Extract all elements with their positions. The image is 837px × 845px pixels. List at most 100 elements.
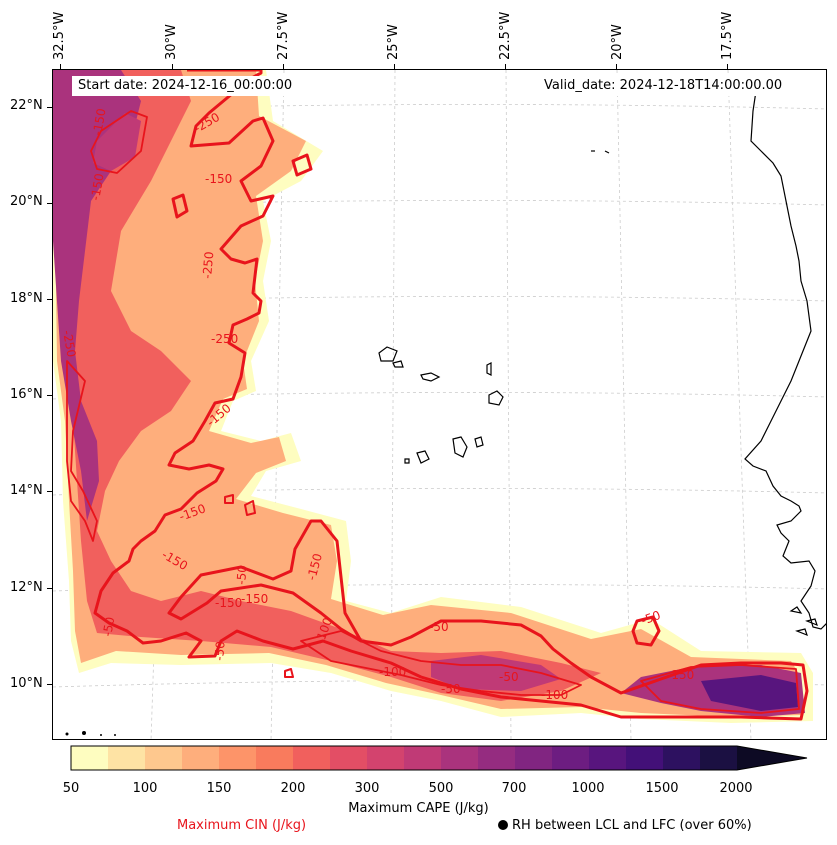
cape-layer-1500-east bbox=[701, 675, 798, 711]
cin-legend-label: Maximum CIN (J/kg) bbox=[177, 818, 307, 833]
lon-label-17-5w: 17.5°W bbox=[720, 11, 735, 60]
colorbar-segment bbox=[626, 746, 664, 770]
lat-label-18n: 18°N bbox=[10, 291, 43, 306]
island-sal bbox=[486, 362, 492, 376]
lat-label-22n: 22°N bbox=[10, 98, 43, 113]
colorbar-segment bbox=[71, 746, 109, 770]
cin-label-12: -50 bbox=[234, 565, 250, 586]
cin-label-23: -50 bbox=[639, 608, 662, 628]
colorbar-tick-2000: 2000 bbox=[719, 781, 753, 796]
colorbar-tick-100: 100 bbox=[132, 781, 158, 796]
tick-left-3 bbox=[47, 299, 52, 300]
cin-contour-inner-strip bbox=[300, 630, 582, 696]
tick-top-4 bbox=[394, 64, 395, 69]
tick-left-2 bbox=[47, 203, 52, 204]
cin-label-22: -150 bbox=[667, 668, 694, 682]
lat-label-20n: 20°N bbox=[10, 194, 43, 209]
colorbar-segment bbox=[256, 746, 294, 770]
cape-layer-700-mid bbox=[431, 655, 561, 691]
lat-label-12n: 12°N bbox=[10, 580, 43, 595]
gridline-lon-17-5w bbox=[727, 70, 752, 739]
cin-label-21: -50 bbox=[499, 670, 519, 684]
colorbar-tick-200: 200 bbox=[280, 781, 306, 796]
cape-spot-north bbox=[93, 113, 141, 171]
tick-top-3 bbox=[283, 64, 284, 69]
cape-colorbar-label: Maximum CAPE (J/kg) bbox=[348, 801, 489, 816]
cape-colorbar bbox=[70, 745, 808, 771]
islet-north-2 bbox=[604, 150, 610, 154]
colorbar-extend-arrow bbox=[737, 746, 807, 770]
cin-contour-island-4 bbox=[224, 494, 294, 678]
tick-left-1 bbox=[47, 107, 52, 108]
cin-contour-island-2 bbox=[171, 193, 189, 219]
map-frame: -150 -250 -150 -150 -250 -250 -250 -150 … bbox=[52, 69, 827, 740]
cin-label-14: -50 bbox=[212, 641, 228, 662]
cin-label-6: -250 bbox=[211, 332, 238, 346]
cin-label-3: -150 bbox=[205, 172, 232, 186]
colorbar-tick-700: 700 bbox=[501, 781, 527, 796]
colorbar-segment bbox=[515, 746, 553, 770]
cin-label-4: -150 bbox=[88, 172, 107, 201]
cape-layer-700 bbox=[53, 70, 141, 521]
colorbar-segment bbox=[441, 746, 479, 770]
tick-left-5 bbox=[47, 491, 52, 492]
tick-left-4 bbox=[47, 395, 52, 396]
rh-dot-3 bbox=[100, 734, 102, 736]
rh-dot-2 bbox=[82, 731, 86, 735]
lon-label-20w: 20°W bbox=[610, 24, 625, 60]
cin-label-17: -50 bbox=[100, 616, 117, 638]
bissagos-islands bbox=[789, 606, 818, 637]
lat-label-14n: 14°N bbox=[10, 483, 43, 498]
tick-top-1 bbox=[60, 64, 61, 69]
cin-contours bbox=[66, 70, 809, 721]
rh-legend-label: RH between LCL and LFC (over 60%) bbox=[512, 818, 752, 833]
lat-label-10n: 10°N bbox=[10, 676, 43, 691]
lon-label-32-5w: 32.5°W bbox=[52, 11, 67, 60]
colorbar-tick-1000: 1000 bbox=[571, 781, 605, 796]
colorbar-segment bbox=[589, 746, 627, 770]
rh-dot-icon bbox=[498, 820, 508, 830]
colorbar-tick-150: 150 bbox=[206, 781, 232, 796]
africa-coastline bbox=[744, 90, 826, 630]
island-sao-vicente bbox=[392, 360, 404, 368]
colorbar-segment bbox=[478, 746, 516, 770]
colorbar-segment bbox=[404, 746, 442, 770]
cape-field bbox=[53, 70, 813, 723]
tick-top-5 bbox=[505, 64, 506, 69]
cin-label-18: -50 bbox=[429, 620, 449, 634]
rh-dot-4 bbox=[114, 734, 116, 736]
cin-contour-inner-east bbox=[640, 664, 800, 714]
valid-date-label: Valid_date: 2024-12-18T14:00:00.00 bbox=[538, 76, 789, 96]
cin-label-7: -250 bbox=[60, 329, 79, 358]
island-maio bbox=[474, 436, 484, 448]
cin-contour-outer bbox=[93, 70, 809, 721]
colorbar-segment bbox=[293, 746, 331, 770]
lat-label-16n: 16°N bbox=[10, 387, 43, 402]
colorbar-segment bbox=[552, 746, 590, 770]
colorbar-segment bbox=[219, 746, 257, 770]
tick-left-6 bbox=[47, 588, 52, 589]
tick-top-7 bbox=[727, 64, 728, 69]
colorbar-outline bbox=[70, 745, 808, 771]
colorbar-tick-1500: 1500 bbox=[645, 781, 679, 796]
cin-contour-inner-west bbox=[66, 110, 148, 542]
lon-label-25w: 25°W bbox=[386, 24, 401, 60]
colorbar-tick-500: 500 bbox=[428, 781, 454, 796]
map-canvas: -150 -250 -150 -150 -250 -250 -250 -150 … bbox=[53, 70, 826, 739]
colorbar-segment bbox=[700, 746, 738, 770]
start-date-label: Start date: 2024-12-16_00:00:00 bbox=[72, 76, 299, 96]
gridline-lat-10n bbox=[53, 680, 826, 688]
tick-left-7 bbox=[47, 684, 52, 685]
cape-layer-150 bbox=[53, 70, 801, 717]
rh-markers bbox=[65, 731, 116, 736]
cin-label-19: -100 bbox=[379, 665, 406, 679]
tick-top-6 bbox=[616, 64, 617, 69]
lon-label-22-5w: 22.5°W bbox=[498, 11, 513, 60]
cin-label-15: -150 bbox=[241, 592, 268, 606]
cin-label-1: -150 bbox=[90, 107, 109, 136]
colorbar-tick-300: 300 bbox=[354, 781, 380, 796]
cin-contour-island-1 bbox=[631, 615, 661, 647]
colorbar-segment bbox=[182, 746, 220, 770]
cin-label-13: -150 bbox=[215, 596, 242, 610]
tick-top-2 bbox=[172, 64, 173, 69]
